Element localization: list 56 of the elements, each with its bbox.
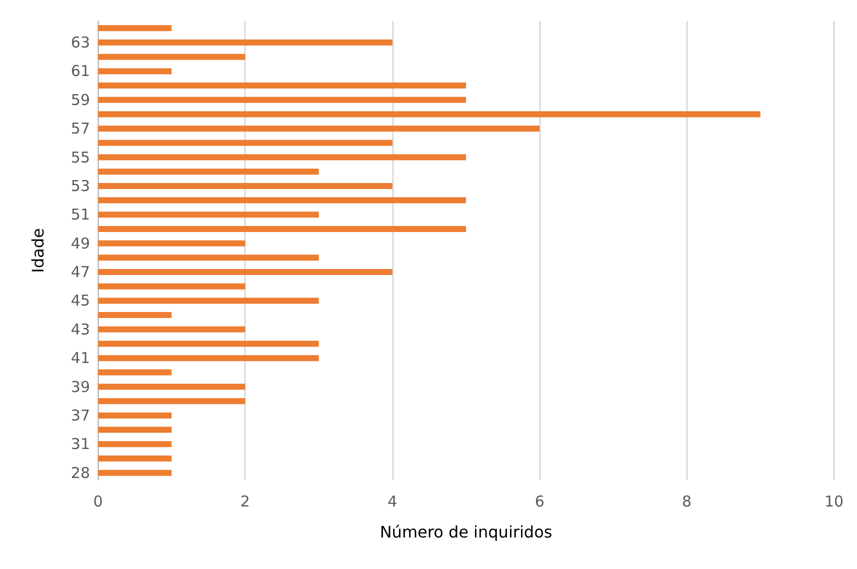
bar [98,96,466,103]
bar [98,470,172,476]
bar [98,140,392,146]
bar [98,25,172,32]
bar [98,40,392,46]
y-tick-label: 49 [70,234,90,252]
y-tick-label: 63 [70,34,90,52]
bar [98,126,540,132]
bar [98,269,392,276]
x-tick-label: 0 [93,492,103,510]
bar [98,54,246,60]
bar [98,369,172,376]
bar [98,384,246,390]
bar [98,283,246,290]
y-tick-label: 28 [70,464,90,482]
y-tick-label: 41 [70,349,90,368]
bar [98,212,319,218]
bar [98,68,172,74]
x-tick-label: 10 [824,492,844,510]
y-tick-label: 55 [70,148,90,166]
bar [98,398,246,404]
x-tick-label: 6 [534,492,544,510]
y-axis-title: Idade [28,228,48,273]
bar [98,82,466,89]
bar [98,298,319,304]
y-tick-label: 45 [70,292,90,310]
bar [98,240,246,246]
bar [98,312,172,318]
y-tick-label: 37 [70,406,90,424]
bar [98,168,319,175]
y-tick-label: 47 [70,263,90,282]
y-tick-label: 61 [70,62,90,80]
y-tick-label: 43 [70,320,90,338]
x-tick-label: 4 [388,492,398,510]
bar [98,111,760,118]
bar [98,441,172,448]
x-axis-title: Número de inquiridos [380,522,552,542]
bar [98,455,172,462]
bar [98,426,172,433]
y-tick-label: 59 [70,90,90,109]
bar [98,226,466,232]
bar [98,412,172,418]
bar [98,182,392,189]
bar [98,254,319,261]
y-tick-label: 51 [70,206,90,224]
bar [98,326,246,332]
x-tick-label: 2 [240,492,250,510]
y-tick-label: 57 [70,120,90,138]
bar [98,340,319,347]
bar [98,197,466,204]
bar [98,154,466,160]
bar [98,355,319,362]
x-tick-label: 8 [682,492,692,510]
y-tick-label: 39 [70,378,90,396]
y-tick-label: 53 [70,176,90,195]
y-tick-label: 31 [70,435,90,454]
